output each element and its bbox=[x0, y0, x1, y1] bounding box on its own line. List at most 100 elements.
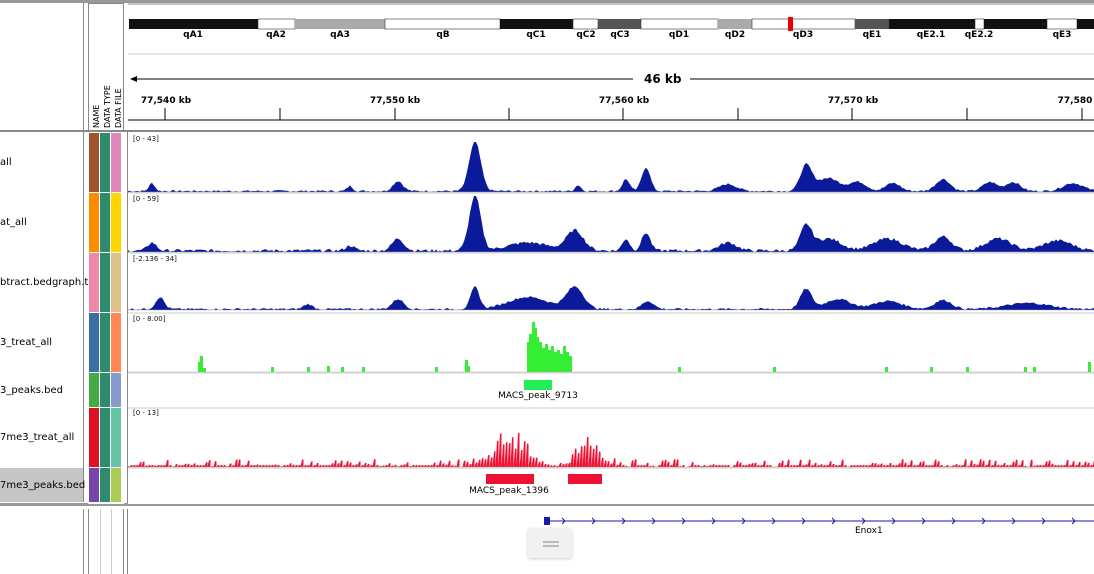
band-label-qE2.1: qE2.1 bbox=[916, 30, 946, 40]
gene-exon bbox=[544, 517, 550, 525]
signal-bar bbox=[557, 350, 560, 372]
band-qE1 bbox=[855, 19, 889, 29]
peak-feature-1396a bbox=[486, 474, 534, 484]
track-name-3[interactable]: btract.bedgraph.tc bbox=[0, 277, 94, 288]
signal-bar bbox=[542, 348, 545, 372]
track-scale-2: [0 - 59] bbox=[133, 195, 159, 203]
peak-feature-9713 bbox=[524, 380, 552, 390]
signal-bar bbox=[548, 350, 551, 372]
signal-bar bbox=[566, 352, 569, 372]
signal-bar bbox=[545, 344, 548, 372]
strand-arrow-icon bbox=[1011, 517, 1016, 525]
strand-arrow-icon bbox=[891, 517, 896, 525]
attr-header-data-type[interactable]: DATA TYPE bbox=[103, 85, 112, 128]
drag-handle[interactable] bbox=[528, 528, 572, 558]
band-qC3 bbox=[598, 19, 641, 29]
arrow-left-icon bbox=[130, 76, 137, 82]
signal-bar bbox=[198, 362, 201, 372]
track-scale-4: [0 - 8.00] bbox=[133, 315, 166, 323]
ruler-tick-5: 77,580 bbox=[1057, 96, 1093, 106]
band-label-qC2: qC2 bbox=[576, 30, 596, 40]
strand-arrow-icon bbox=[591, 517, 596, 525]
signal-bar bbox=[271, 367, 274, 372]
gene-panel-border bbox=[127, 509, 128, 574]
attribute-panel[interactable] bbox=[88, 132, 124, 504]
signal-bar bbox=[341, 367, 344, 372]
strand-arrow-icon bbox=[741, 517, 746, 525]
track-name-2[interactable]: at_all bbox=[0, 217, 27, 228]
signal-bar bbox=[534, 328, 537, 372]
band-label-qC1: qC1 bbox=[526, 30, 546, 40]
strand-arrow-icon bbox=[861, 517, 866, 525]
name-panel[interactable] bbox=[0, 132, 84, 502]
chromosome-ideogram[interactable] bbox=[128, 3, 1094, 130]
signal-bar bbox=[200, 356, 203, 372]
ruler-tick-2: 77,550 kb bbox=[369, 96, 421, 106]
feature-label-9713[interactable]: MACS_peak_9713 bbox=[498, 391, 578, 401]
signal-bar bbox=[1024, 367, 1027, 372]
signal-bar bbox=[551, 346, 554, 372]
band-qA3 bbox=[295, 19, 385, 29]
header-divider-top bbox=[0, 0, 1094, 3]
band-qB bbox=[384, 18, 501, 30]
data-panel-bottom bbox=[0, 503, 1094, 506]
ruler-tick-3: 77,560 kb bbox=[598, 96, 650, 106]
band-qA2 bbox=[257, 18, 296, 30]
band-qC1 bbox=[500, 19, 573, 29]
signal-track-2 bbox=[128, 196, 1094, 252]
strand-arrow-icon bbox=[711, 517, 716, 525]
band-qE3a bbox=[984, 19, 1047, 29]
signal-bar bbox=[930, 367, 933, 372]
signal-bar bbox=[1033, 367, 1036, 372]
strand-arrow-icon bbox=[801, 517, 806, 525]
track-name-6[interactable]: 7me3_treat_all bbox=[0, 432, 75, 443]
track-data-panel[interactable] bbox=[128, 132, 1094, 504]
attr-header-data-file[interactable]: DATA FILE bbox=[114, 88, 123, 128]
signal-bar bbox=[678, 367, 681, 372]
track-name-5[interactable]: 3_peaks.bed bbox=[0, 385, 64, 396]
signal-bar bbox=[966, 367, 969, 372]
track-scale-3: [-2.136 - 34] bbox=[133, 255, 177, 263]
gene-name-panel bbox=[0, 509, 84, 574]
gene-track[interactable] bbox=[128, 509, 1094, 574]
band-qD1 bbox=[640, 18, 719, 30]
feature-label-1396[interactable]: MACS_peak_1396 bbox=[469, 486, 549, 496]
grip-icon bbox=[543, 541, 559, 543]
signal-bar bbox=[773, 367, 776, 372]
header-bottom-line bbox=[0, 130, 1094, 132]
track-name-1[interactable]: all bbox=[0, 157, 12, 168]
band-label-qE2.2: qE2.2 bbox=[964, 30, 994, 40]
band-qE2.1 bbox=[889, 19, 975, 29]
signal-bar bbox=[563, 346, 566, 372]
ruler-tick-4: 77,570 kb bbox=[827, 96, 879, 106]
gene-label[interactable]: Enox1 bbox=[855, 526, 883, 536]
band-label-qB: qB bbox=[436, 30, 450, 40]
signal-track-1 bbox=[128, 142, 1094, 192]
signal-bar bbox=[307, 367, 310, 372]
signal-track-3 bbox=[128, 286, 1094, 310]
band-label-qD1: qD1 bbox=[668, 30, 690, 40]
track-name-7[interactable]: 7me3_peaks.bed bbox=[0, 480, 86, 491]
strand-arrow-icon bbox=[771, 517, 776, 525]
current-region-marker bbox=[788, 17, 793, 31]
band-label-qA3: qA3 bbox=[330, 30, 350, 40]
attr-header-name[interactable]: NAME bbox=[92, 104, 101, 128]
band-qC2 bbox=[572, 18, 599, 30]
strand-arrow-icon bbox=[651, 517, 656, 525]
track-name-4[interactable]: 3_treat_all bbox=[0, 337, 53, 348]
signal-bar bbox=[885, 367, 888, 372]
track-scale-6: [0 - 13] bbox=[133, 409, 159, 417]
signal-bar bbox=[362, 367, 365, 372]
gene-attr-panel bbox=[88, 509, 124, 574]
signal-bar bbox=[532, 322, 535, 372]
strand-arrow-icon bbox=[831, 517, 836, 525]
band-qE2.2 bbox=[974, 18, 985, 30]
signal-bar bbox=[465, 360, 468, 372]
signal-bar bbox=[1088, 362, 1091, 372]
strand-arrow-icon bbox=[621, 517, 626, 525]
band-label-qE3: qE3 bbox=[1052, 30, 1072, 40]
signal-bar bbox=[203, 368, 206, 372]
ruler-tick-1: 77,540 kb bbox=[140, 96, 192, 106]
data-panel-border bbox=[127, 132, 128, 504]
signal-bar bbox=[554, 352, 557, 372]
